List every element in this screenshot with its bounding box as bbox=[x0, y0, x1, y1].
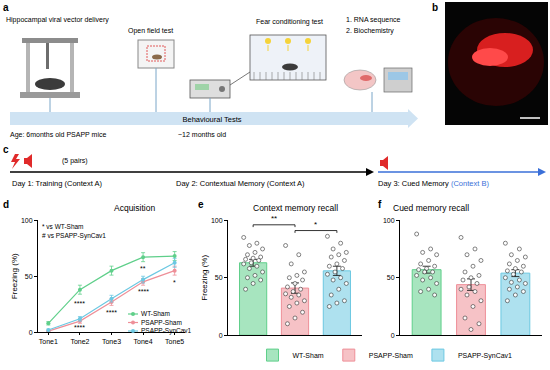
svg-text:1. RNA sequence: 1. RNA sequence bbox=[346, 16, 401, 24]
svg-text:****: **** bbox=[138, 288, 149, 295]
svg-text:Fear conditioning test: Fear conditioning test bbox=[256, 18, 323, 26]
svg-text:WT-Sham: WT-Sham bbox=[141, 310, 170, 317]
svg-text:Tone1: Tone1 bbox=[39, 338, 58, 345]
svg-text:0: 0 bbox=[219, 332, 223, 339]
svg-text:0: 0 bbox=[29, 329, 33, 336]
svg-text:# vs PSAPP-SynCav1: # vs PSAPP-SynCav1 bbox=[42, 232, 106, 240]
svg-text:Tone2: Tone2 bbox=[70, 338, 89, 345]
svg-text:Open field test: Open field test bbox=[128, 27, 173, 35]
svg-text:Acquisition: Acquisition bbox=[114, 203, 155, 213]
svg-text:a: a bbox=[3, 2, 9, 13]
svg-text:* vs WT-Sham: * vs WT-Sham bbox=[42, 223, 84, 230]
svg-text:Day 1: Training (Context A): Day 1: Training (Context A) bbox=[12, 179, 103, 188]
svg-text:e: e bbox=[198, 199, 204, 210]
svg-text:(5 pairs): (5 pairs) bbox=[62, 157, 88, 165]
svg-text:Freezing (%): Freezing (%) bbox=[200, 255, 209, 301]
svg-text:Tone3: Tone3 bbox=[102, 338, 121, 345]
svg-text:2. Biochemistry: 2. Biochemistry bbox=[346, 27, 394, 35]
svg-text:Day 3: Cued Memory (Context B): Day 3: Cued Memory (Context B) bbox=[378, 179, 489, 188]
svg-text:Cued memory recall: Cued memory recall bbox=[393, 203, 469, 213]
svg-text:Day 2: Contextual Memory (Cont: Day 2: Contextual Memory (Context A) bbox=[176, 179, 305, 188]
svg-text:PSAPP-Sham: PSAPP-Sham bbox=[141, 319, 182, 326]
svg-text:f: f bbox=[378, 199, 382, 210]
svg-text:PSAPP-SynCav1: PSAPP-SynCav1 bbox=[141, 327, 192, 335]
svg-text:WT-Sham: WT-Sham bbox=[293, 352, 324, 359]
svg-text:50: 50 bbox=[25, 273, 33, 280]
svg-text:*: * bbox=[314, 220, 317, 229]
svg-text:100: 100 bbox=[383, 217, 395, 224]
svg-text:50: 50 bbox=[387, 274, 395, 281]
svg-text:Hippocampal viral vector deliv: Hippocampal viral vector delivery bbox=[6, 16, 109, 24]
svg-text:****: **** bbox=[74, 300, 85, 307]
svg-text:PSAPP-Sham: PSAPP-Sham bbox=[369, 352, 413, 359]
svg-text:0: 0 bbox=[391, 332, 395, 339]
svg-text:~12 months old: ~12 months old bbox=[178, 131, 226, 138]
svg-text:b: b bbox=[432, 2, 438, 13]
svg-text:**: ** bbox=[140, 265, 146, 272]
svg-text:Behavioural Tests: Behavioural Tests bbox=[182, 115, 241, 124]
svg-text:d: d bbox=[3, 199, 9, 210]
svg-text:Age: 6months old PSAPP mice: Age: 6months old PSAPP mice bbox=[10, 131, 106, 139]
svg-text:50: 50 bbox=[215, 274, 223, 281]
svg-text:****: **** bbox=[106, 309, 117, 316]
svg-text:Context memory recall: Context memory recall bbox=[253, 203, 338, 213]
svg-text:Tone4: Tone4 bbox=[134, 338, 153, 345]
svg-text:c: c bbox=[3, 144, 9, 155]
svg-text:*: * bbox=[173, 279, 176, 286]
svg-text:****: **** bbox=[74, 324, 85, 331]
svg-text:PSAPP-SynCav1: PSAPP-SynCav1 bbox=[458, 352, 512, 360]
svg-text:100: 100 bbox=[21, 217, 33, 224]
svg-text:**: ** bbox=[271, 214, 277, 223]
svg-text:100: 100 bbox=[211, 217, 223, 224]
svg-text:Freezing (%): Freezing (%) bbox=[10, 253, 19, 299]
svg-text:Tone5: Tone5 bbox=[165, 338, 184, 345]
